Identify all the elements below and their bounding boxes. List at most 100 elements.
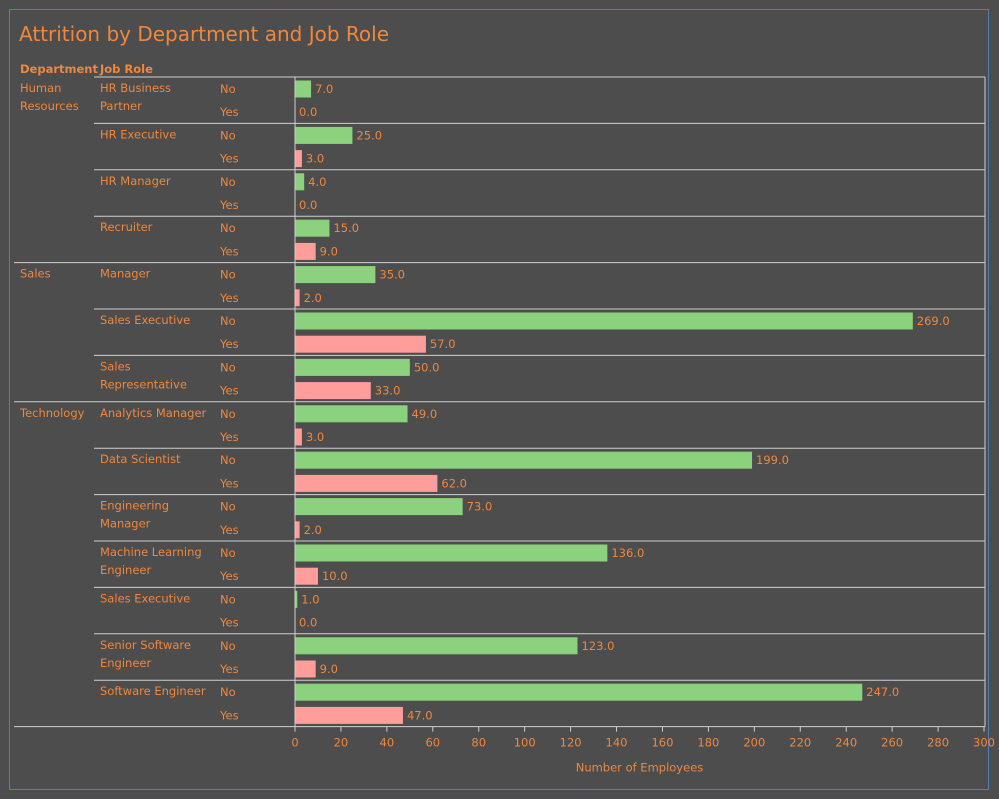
- x-tick-label: 220: [789, 736, 811, 750]
- data-label-yes: 0.0: [299, 198, 317, 212]
- bar-technology-software-engineer-no: [295, 683, 863, 701]
- job-role-label-senior-software-engineer: Engineer: [100, 656, 151, 670]
- department-label-sales: Sales: [20, 267, 51, 281]
- data-label-no: 50.0: [414, 360, 440, 374]
- bar-technology-software-engineer-yes: [295, 706, 403, 724]
- data-label-no: 73.0: [467, 500, 493, 514]
- chart-frame: [9, 9, 989, 790]
- x-tick-label: 240: [835, 736, 857, 750]
- x-tick-label: 0: [291, 736, 298, 750]
- data-label-yes: 0.0: [299, 616, 317, 630]
- attrition-label-no: No: [220, 360, 236, 374]
- job-role-label-data-scientist: Data Scientist: [100, 452, 181, 466]
- bar-human-resources-hr-executive-no: [295, 126, 353, 144]
- data-label-yes: 57.0: [430, 337, 456, 351]
- data-label-no: 25.0: [356, 128, 382, 142]
- bar-human-resources-hr-executive-yes: [295, 150, 302, 168]
- data-label-no: 15.0: [333, 221, 359, 235]
- bar-technology-analytics-manager-no: [295, 405, 408, 423]
- x-tick-label: 100: [514, 736, 536, 750]
- attrition-label-yes: Yes: [219, 384, 239, 398]
- x-tick-label: 40: [380, 736, 395, 750]
- data-label-no: 1.0: [301, 592, 319, 606]
- bar-human-resources-hr-business-partner-no: [295, 80, 312, 98]
- data-label-yes: 10.0: [322, 569, 348, 583]
- attrition-label-no: No: [220, 128, 236, 142]
- attrition-label-yes: Yes: [219, 662, 239, 676]
- bar-technology-analytics-manager-yes: [295, 428, 302, 446]
- x-tick-label: 200: [743, 736, 765, 750]
- attrition-label-yes: Yes: [219, 523, 239, 537]
- attrition-label-yes: Yes: [219, 616, 239, 630]
- attrition-label-yes: Yes: [219, 152, 239, 166]
- job-role-label-sales-representative: Representative: [100, 377, 187, 391]
- x-tick-label: 140: [606, 736, 628, 750]
- bar-technology-machine-learning-engineer-no: [295, 544, 608, 562]
- bar-sales-sales-executive-no: [295, 312, 913, 330]
- data-label-yes: 33.0: [375, 384, 401, 398]
- x-tick-label: 80: [471, 736, 486, 750]
- job-role-label-hr-business-partner: Partner: [100, 99, 142, 113]
- attrition-label-no: No: [220, 314, 236, 328]
- data-label-no: 49.0: [412, 407, 438, 421]
- data-label-no: 123.0: [581, 639, 614, 653]
- job-role-label-hr-business-partner: HR Business: [100, 81, 171, 95]
- attrition-label-yes: Yes: [219, 198, 239, 212]
- x-tick-label: 160: [651, 736, 673, 750]
- bar-human-resources-hr-manager-no: [295, 173, 305, 191]
- attrition-label-yes: Yes: [219, 430, 239, 444]
- attrition-label-yes: Yes: [219, 476, 239, 490]
- bar-human-resources-recruiter-yes: [295, 242, 316, 260]
- job-role-label-machine-learning-engineer: Machine Learning: [100, 545, 202, 559]
- data-label-yes: 3.0: [306, 152, 324, 166]
- bar-sales-manager-yes: [295, 289, 300, 307]
- attrition-label-yes: Yes: [219, 569, 239, 583]
- department-label-human-resources: Resources: [20, 99, 79, 113]
- bar-technology-engineering-manager-no: [295, 498, 463, 516]
- attrition-label-no: No: [220, 639, 236, 653]
- bar-sales-sales-representative-no: [295, 358, 410, 376]
- attrition-label-no: No: [220, 546, 236, 560]
- bar-sales-sales-representative-yes: [295, 382, 371, 400]
- bar-technology-sales-executive-no: [295, 590, 298, 608]
- attrition-label-no: No: [220, 221, 236, 235]
- bar-technology-data-scientist-no: [295, 451, 753, 469]
- x-tick-label: 120: [560, 736, 582, 750]
- x-tick-label: 280: [927, 736, 949, 750]
- chart-title: Attrition by Department and Job Role: [19, 22, 389, 46]
- job-role-column-header: Job Role: [100, 62, 153, 76]
- bar-sales-manager-no: [295, 266, 376, 284]
- attrition-label-no: No: [220, 453, 236, 467]
- job-role-label-sales-representative: Sales: [100, 359, 131, 373]
- data-label-yes: 0.0: [299, 105, 317, 119]
- x-tick-label: 20: [334, 736, 349, 750]
- bar-technology-machine-learning-engineer-yes: [295, 567, 318, 585]
- data-label-yes: 47.0: [407, 708, 433, 722]
- data-label-yes: 3.0: [306, 430, 324, 444]
- data-label-no: 35.0: [379, 268, 405, 282]
- data-label-no: 199.0: [756, 453, 789, 467]
- data-label-no: 4.0: [308, 175, 326, 189]
- attrition-label-no: No: [220, 268, 236, 282]
- department-column-header: Department: [20, 62, 98, 76]
- job-role-label-sales-executive: Sales Executive: [100, 591, 190, 605]
- job-role-label-engineering-manager: Engineering: [100, 499, 169, 513]
- data-label-no: 136.0: [611, 546, 644, 560]
- data-label-yes: 62.0: [441, 476, 467, 490]
- bar-technology-engineering-manager-yes: [295, 521, 300, 539]
- job-role-label-hr-manager: HR Manager: [100, 174, 171, 188]
- data-label-no: 269.0: [917, 314, 950, 328]
- x-tick-label: 180: [697, 736, 719, 750]
- attrition-label-no: No: [220, 82, 236, 96]
- job-role-label-recruiter: Recruiter: [100, 220, 153, 234]
- attrition-label-yes: Yes: [219, 708, 239, 722]
- bar-sales-sales-executive-yes: [295, 335, 426, 353]
- attrition-label-yes: Yes: [219, 105, 239, 119]
- attrition-label-no: No: [220, 592, 236, 606]
- job-role-label-sales-executive: Sales Executive: [100, 313, 190, 327]
- x-tick-label: 300: [973, 736, 995, 750]
- bar-technology-data-scientist-yes: [295, 474, 438, 492]
- bar-technology-senior-software-engineer-yes: [295, 660, 316, 678]
- attrition-label-yes: Yes: [219, 244, 239, 258]
